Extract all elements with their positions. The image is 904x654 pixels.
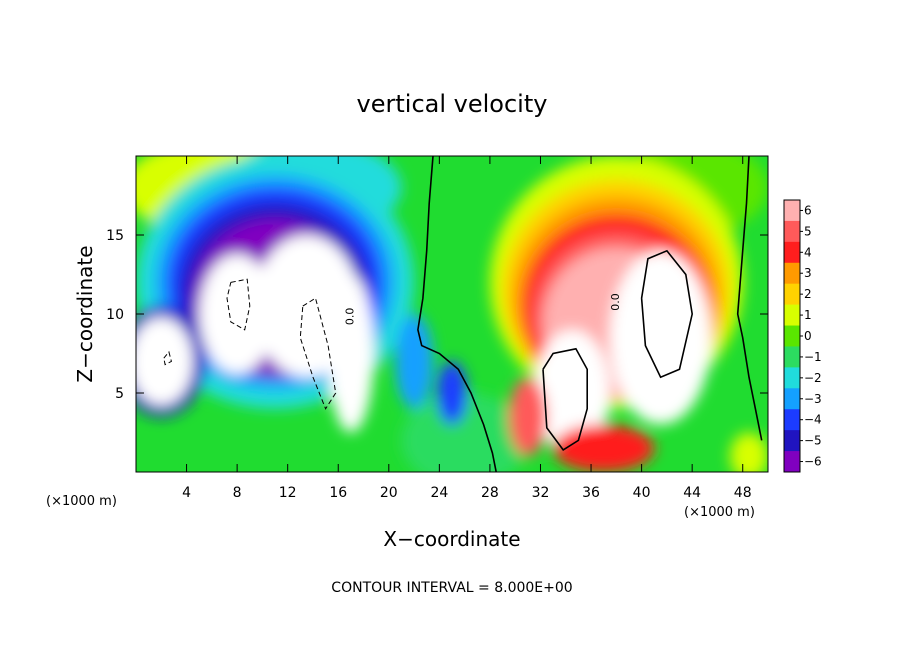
field-blob bbox=[553, 424, 655, 472]
field-blob bbox=[401, 393, 528, 472]
colorbar-label: −1 bbox=[804, 350, 822, 364]
colorbar-label: 1 bbox=[804, 308, 812, 322]
x-tick-label: 48 bbox=[734, 485, 752, 501]
colorbar-label: 6 bbox=[804, 204, 812, 218]
x-unit-label-left: (×1000 m) bbox=[46, 494, 117, 509]
x-tick-label: 4 bbox=[182, 485, 191, 501]
colorbar-swatch bbox=[784, 367, 800, 389]
colorbar-swatch bbox=[784, 262, 800, 285]
y-axis-ticks: 5 10 15 bbox=[106, 228, 768, 402]
x-tick-label: 20 bbox=[380, 485, 398, 501]
positive-contour bbox=[640, 249, 694, 379]
x-tick-label: 8 bbox=[233, 485, 242, 501]
zero-contour bbox=[736, 156, 763, 441]
field-blob bbox=[730, 432, 768, 472]
plot-area: 0.0 0.0 bbox=[136, 156, 768, 472]
zero-contour bbox=[417, 156, 497, 472]
x-unit-label-right: (×1000 m) bbox=[684, 505, 755, 520]
negative-contour bbox=[226, 278, 251, 331]
contour-lines: 0.0 0.0 bbox=[163, 156, 763, 472]
x-tick-label: 24 bbox=[430, 485, 448, 501]
y-tick-label: 10 bbox=[106, 307, 124, 323]
colorbar-label: −3 bbox=[804, 392, 822, 406]
velocity-field bbox=[136, 156, 768, 472]
y-tick-label: 5 bbox=[115, 386, 124, 402]
colorbar-swatch bbox=[784, 241, 800, 264]
field-blob bbox=[610, 250, 712, 425]
colorbar-swatch bbox=[784, 325, 800, 347]
y-axis-title: Z−coordinate bbox=[73, 245, 97, 382]
colorbar-swatch bbox=[784, 346, 800, 368]
contour-interval-note: CONTOUR INTERVAL = 8.000E+00 bbox=[331, 580, 572, 596]
colorbar-swatch bbox=[784, 220, 800, 243]
colorbar: 6 5 4 3 2 1 0 −1 −2 −3 −4 −5 −6 bbox=[783, 199, 822, 473]
colorbar-swatch bbox=[784, 451, 800, 473]
colorbar-swatch bbox=[784, 409, 800, 431]
colorbar-label: −5 bbox=[804, 434, 822, 448]
field-blob bbox=[534, 329, 610, 457]
positive-contour bbox=[542, 347, 588, 451]
colorbar-label: −2 bbox=[804, 371, 822, 385]
chart-title: vertical velocity bbox=[357, 90, 548, 118]
x-tick-label: 36 bbox=[582, 485, 600, 501]
colorbar-label: 5 bbox=[804, 224, 812, 238]
field-blob bbox=[508, 377, 547, 457]
colorbar-label: −6 bbox=[804, 455, 822, 469]
negative-contour bbox=[299, 297, 337, 410]
field-blob bbox=[136, 317, 193, 406]
x-tick-label: 28 bbox=[481, 485, 499, 501]
colorbar-label: 2 bbox=[804, 287, 812, 301]
colorbar-swatch bbox=[784, 200, 800, 222]
field-blob bbox=[328, 274, 374, 433]
y-tick-label: 15 bbox=[106, 228, 124, 244]
negative-contour bbox=[163, 350, 172, 366]
x-tick-label: 12 bbox=[279, 485, 297, 501]
field-blob bbox=[199, 254, 275, 374]
colorbar-swatch bbox=[784, 283, 800, 306]
colorbar-label: −4 bbox=[804, 413, 822, 427]
colorbar-swatch bbox=[784, 304, 800, 327]
contour-label: 0.0 bbox=[343, 308, 356, 326]
x-tick-label: 44 bbox=[683, 485, 701, 501]
x-tick-label: 32 bbox=[532, 485, 550, 501]
field-blob bbox=[395, 314, 434, 409]
x-tick-label: 40 bbox=[633, 485, 651, 501]
colorbar-swatch bbox=[784, 388, 800, 410]
colorbar-swatch bbox=[784, 430, 800, 452]
colorbar-label: 3 bbox=[804, 266, 812, 280]
x-axis-ticks: 4 8 12 16 20 24 28 32 36 40 44 48 bbox=[182, 156, 752, 501]
x-axis-title: X−coordinate bbox=[383, 527, 520, 551]
colorbar-label: 0 bbox=[804, 329, 812, 343]
colorbar-label: 4 bbox=[804, 245, 812, 259]
field-blob bbox=[436, 361, 468, 425]
x-tick-label: 16 bbox=[329, 485, 347, 501]
contour-label: 0.0 bbox=[609, 293, 622, 311]
